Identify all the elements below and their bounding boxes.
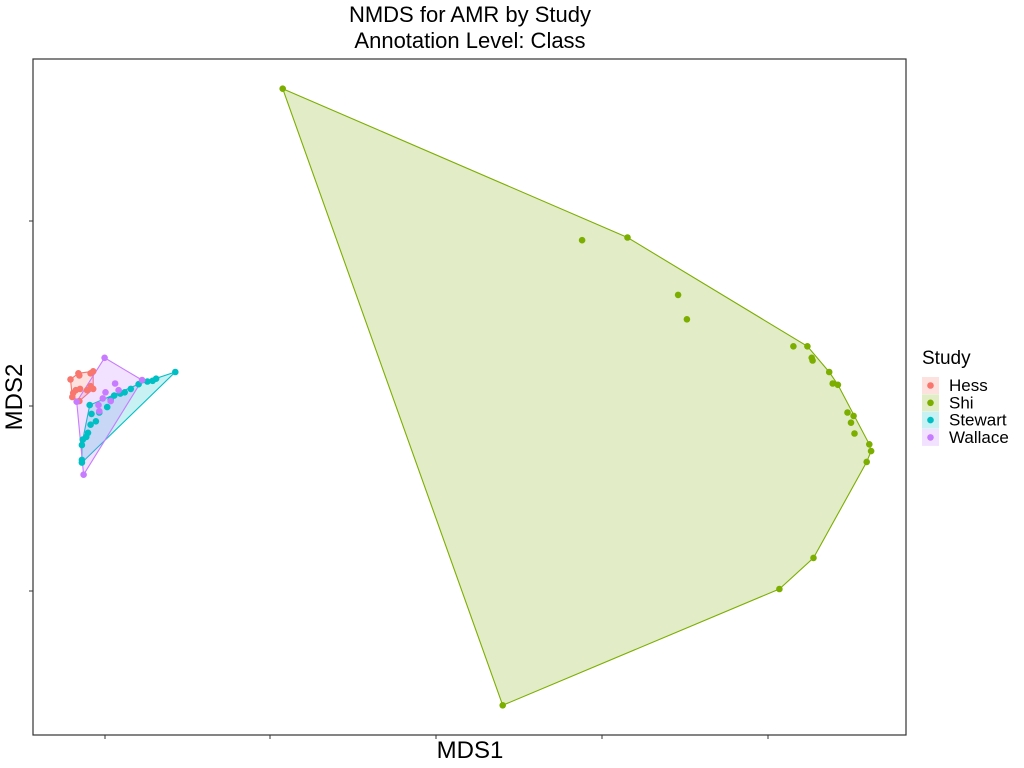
point-stewart: [127, 385, 135, 393]
legend-marker-wallace: [927, 434, 934, 441]
point-shi: [499, 702, 507, 709]
legend-marker-stewart: [927, 416, 934, 424]
chart-subtitle: Annotation Level: Class: [354, 28, 585, 53]
hull-shi: [281, 87, 872, 707]
plot-panel: [32, 58, 907, 736]
point-stewart: [78, 441, 86, 449]
point-wallace: [80, 471, 87, 479]
point-shi: [578, 236, 586, 244]
point-shi: [847, 419, 855, 427]
point-stewart: [87, 421, 94, 429]
point-stewart: [172, 368, 179, 376]
point-wallace: [101, 354, 108, 362]
legend-label-wallace: Wallace: [949, 428, 1009, 447]
point-shi: [279, 85, 287, 92]
point-wallace: [138, 376, 146, 384]
point-shi: [804, 343, 811, 350]
point-shi: [851, 430, 858, 437]
point-stewart: [144, 378, 151, 385]
point-wallace: [115, 386, 122, 394]
point-shi: [810, 554, 817, 562]
legend-label-stewart: Stewart: [949, 411, 1007, 430]
point-stewart: [103, 403, 111, 411]
point-layer: [67, 85, 875, 709]
point-hess: [69, 393, 76, 401]
point-wallace: [73, 398, 80, 406]
point-stewart: [149, 377, 156, 385]
point-wallace: [99, 395, 107, 402]
point-stewart: [92, 418, 100, 425]
y-axis-label: MDS2: [1, 364, 28, 431]
point-wallace: [96, 407, 103, 415]
point-shi: [863, 458, 870, 466]
chart-title: NMDS for AMR by Study: [349, 2, 591, 27]
point-shi: [867, 447, 875, 455]
point-shi: [776, 585, 783, 593]
point-shi: [844, 409, 851, 416]
point-wallace: [102, 389, 109, 396]
point-wallace: [111, 380, 119, 387]
point-stewart: [88, 410, 95, 418]
legend-marker-hess: [927, 382, 934, 389]
point-wallace: [95, 401, 102, 409]
point-shi: [683, 316, 691, 323]
point-shi: [674, 291, 682, 299]
axis-ticks: [29, 220, 769, 739]
point-shi: [866, 441, 873, 448]
x-axis-label: MDS1: [437, 737, 504, 764]
point-shi: [790, 343, 797, 350]
legend-marker-shi: [927, 399, 934, 407]
point-shi: [624, 234, 631, 241]
legend-label-shi: Shi: [949, 393, 974, 412]
point-stewart: [78, 459, 86, 466]
point-hess: [76, 372, 83, 379]
point-shi: [834, 381, 842, 389]
legend-title: Study: [922, 348, 971, 369]
point-shi: [825, 368, 833, 376]
point-shi: [850, 412, 857, 420]
point-shi: [809, 357, 816, 364]
point-wallace: [107, 397, 114, 405]
point-hess: [67, 376, 74, 383]
point-hess: [76, 385, 84, 393]
point-hess: [89, 368, 97, 375]
legend-label-hess: Hess: [949, 376, 988, 395]
point-stewart: [79, 436, 87, 443]
point-stewart: [86, 401, 93, 409]
point-hess: [89, 385, 97, 393]
point-shi: [829, 380, 836, 387]
